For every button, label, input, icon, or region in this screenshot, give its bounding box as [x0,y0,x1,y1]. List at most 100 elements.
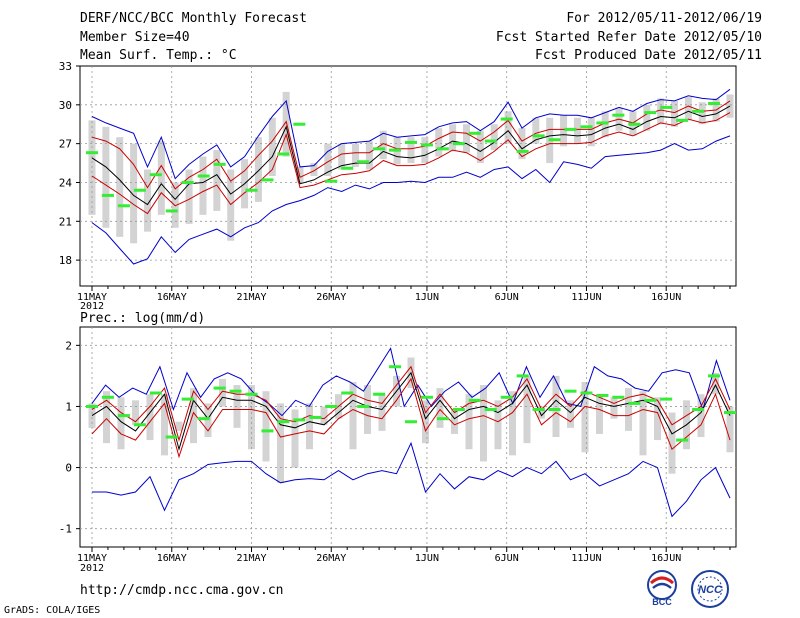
quartile-bar [103,391,110,444]
bcc-logo-text: BCC [652,597,672,607]
x-tick-label: 26MAY [316,292,346,303]
median-marker [420,395,433,399]
x-tick-label: 16MAY [157,553,187,564]
series-spread-lower-line [91,377,731,459]
median-marker [261,178,274,182]
quartile-bar [712,372,719,395]
fcst-started-date: Fcst Started Refer Date 2012/05/10 [495,30,762,45]
quartile-bar [213,150,221,211]
source-url[interactable]: http://cmdp.ncc.cma.gov.cn [80,583,284,598]
x-tick-label: 6JUN [495,292,519,303]
quartile-bar [436,388,444,428]
median-marker [708,374,721,378]
median-marker [484,408,497,411]
quartile-bar [726,406,734,453]
x-tick-label: 1JUN [415,553,439,564]
median-marker [389,365,402,369]
median-marker [245,392,258,396]
quartile-bar [132,400,139,425]
x-tick-label: 11MAY [77,292,107,303]
median-marker [373,147,386,151]
forecast-period: For 2012/05/11-2012/06/19 [566,11,762,26]
y-tick-label: 30 [59,99,72,112]
median-marker [181,397,194,401]
y-tick-label: 0 [65,462,72,475]
median-marker [580,125,593,129]
median-marker [564,127,577,131]
quartile-bar [277,403,284,483]
quartile-bar [573,117,581,144]
variable-label: Mean Surf. Temp.: °C [80,48,237,63]
quartile-bar [262,391,270,462]
median-marker [532,134,545,138]
median-marker [197,174,210,178]
median-marker [165,209,178,213]
median-marker [341,166,354,170]
quartile-bar [462,124,470,153]
median-marker [117,414,130,418]
quartile-bar [476,130,484,164]
series-max-line [91,88,731,180]
median-marker [165,435,178,439]
quartile-bar [190,388,197,444]
quartile-bar [349,382,357,450]
quartile-bar [532,117,540,144]
quartile-bar [671,100,679,127]
ncc-logo-text: NCC [698,584,723,596]
series-spread-upper-line [91,100,731,190]
median-marker [612,113,625,117]
quartile-bar [610,397,618,419]
series-max-line [91,347,731,417]
panel-title: Prec.: log(mm/d) [80,311,205,326]
median-marker [357,404,370,408]
grads-credit: GrADS: COLA/IGES [4,605,101,616]
y-tick-label: 18 [59,254,72,267]
temperature-panel: 18 21 24 27 30 33 11MAY 16MAY 21MAY 26MAY 1JUN 6JUN… [59,60,737,312]
x-tick-label: 26MAY [316,553,346,564]
median-marker [596,393,609,397]
median-marker [325,179,338,183]
median-marker [676,118,689,122]
median-marker [309,415,322,419]
quartile-bar [490,124,498,151]
median-marker [708,102,721,106]
median-marker [500,395,513,399]
median-marker [452,408,465,411]
quartile-bar [324,143,332,176]
median-marker [548,408,561,411]
quartile-bar [296,166,304,183]
median-marker [341,391,354,395]
y-tick-label: 33 [59,60,72,73]
median-marker [436,417,449,421]
median-marker [468,398,481,402]
quartile-bar [306,403,313,450]
median-marker [213,386,226,390]
quartile-bar [480,385,487,462]
quartile-bar [310,163,318,176]
median-marker [405,420,417,424]
median-marker [660,397,673,401]
series-spread-upper-line [91,365,731,442]
median-marker [660,105,673,109]
quartile-bar [567,400,574,428]
quartile-bar [625,388,632,431]
median-marker [261,429,274,433]
x-year-label: 2012 [80,301,104,312]
quartile-bar [365,141,373,170]
series-mean-line [91,371,731,452]
quartile-bar [639,391,647,456]
plot-frame [79,65,737,287]
quartile-bar [465,394,473,450]
median-marker [612,395,625,399]
quartile-bar [379,130,387,160]
precipitation-panel: Prec.: log(mm/d) -1 0 1 2 11MAY 16MAY 21MAY 26MA… [59,311,737,574]
median-marker [676,438,689,442]
quartile-bar [282,91,290,157]
quartile-bar [171,182,179,228]
median-marker [86,151,98,155]
y-tick-label: 24 [59,176,73,189]
series-mean-line [91,105,731,206]
quartile-bar [268,117,276,176]
quartile-bar [352,143,360,167]
